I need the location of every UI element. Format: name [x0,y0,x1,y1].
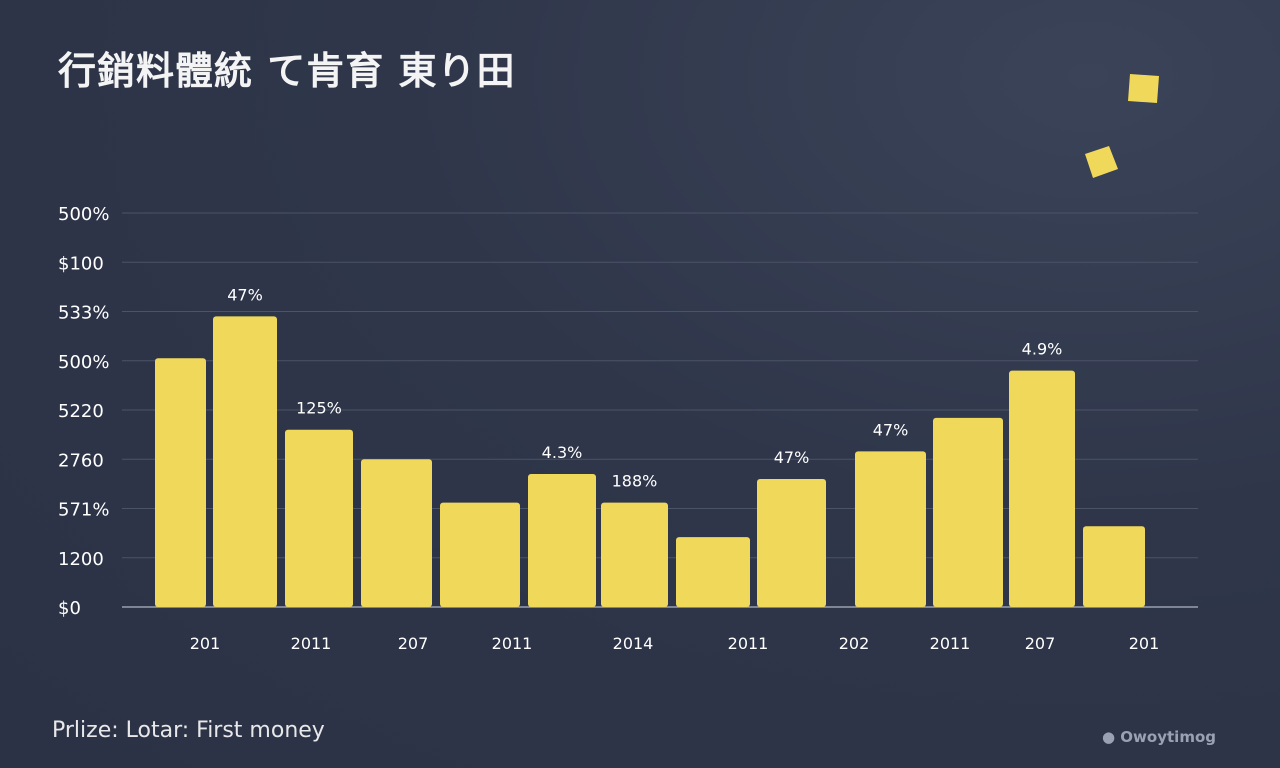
bar-value-labels: 47% 125% 4.3% 188% 47% 47% 4.9% [227,285,1062,490]
y-tick-label: 500% [58,204,109,225]
y-tick-label: 571% [58,500,109,521]
chart-title: 行銷料體統 て肯育 東り田 [58,49,516,93]
bar [1083,526,1145,607]
bar [361,459,432,607]
bar [440,502,520,607]
y-tick-label: 500% [58,352,109,373]
x-tick-label: 2014 [613,634,654,653]
x-tick-label: 2011 [728,634,769,653]
bar [757,478,826,607]
x-axis-ticks: 201 2011 207 2011 2014 2011 202 2011 207 201 [190,634,1160,653]
decorative-square-bottom [1085,146,1118,178]
y-tick-label: 2760 [58,450,104,471]
x-tick-label: 2011 [492,634,533,653]
bar [676,537,750,607]
bar [933,417,1003,607]
x-tick-label: 201 [1129,634,1160,653]
bar [855,451,926,607]
bar [155,358,206,607]
bar [213,316,277,607]
decorative-square-top [1128,74,1159,103]
x-tick-label: 207 [398,634,429,653]
bar-value-label: 4.3% [542,443,583,462]
y-tick-label: 1200 [58,549,104,570]
footer-caption: Prlize: Lotar: First money [52,718,325,743]
y-tick-label: 5220 [58,401,104,422]
bar-value-label: 4.9% [1022,340,1063,359]
bar-value-label: 47% [774,448,810,467]
bar [528,474,596,607]
x-tick-label: 207 [1025,634,1056,653]
bars [155,316,1145,607]
x-tick-label: 2011 [930,634,971,653]
bar [601,502,668,607]
bar-value-label: 125% [296,399,342,418]
bar-value-label: 47% [873,420,909,439]
y-tick-label: $100 [58,253,104,274]
bar [285,429,353,607]
x-tick-label: 201 [190,634,221,653]
bar [1009,370,1075,607]
x-tick-label: 2011 [291,634,332,653]
x-tick-label: 202 [839,634,870,653]
y-tick-label: 533% [58,303,109,324]
bar-value-label: 188% [612,472,658,491]
watermark-logo: ● Owoytimog [1102,728,1216,746]
bar-value-label: 47% [227,285,263,304]
y-axis-ticks: $0 1200 571% 2760 5220 500% 533% $100 500% [58,204,109,619]
y-tick-label: $0 [58,598,81,619]
